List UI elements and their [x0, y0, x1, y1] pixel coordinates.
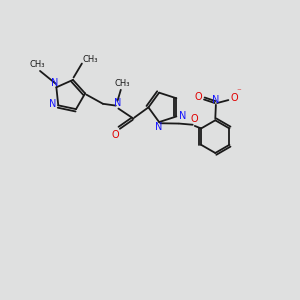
- Text: O: O: [230, 93, 238, 103]
- Text: N: N: [212, 95, 220, 105]
- Text: O: O: [190, 114, 198, 124]
- Text: N: N: [155, 122, 162, 132]
- Text: ⁻: ⁻: [237, 88, 242, 97]
- Text: CH₃: CH₃: [82, 56, 98, 64]
- Text: N: N: [178, 111, 186, 121]
- Text: CH₃: CH₃: [30, 60, 45, 69]
- Text: N: N: [113, 98, 121, 108]
- Text: CH₃: CH₃: [115, 79, 130, 88]
- Text: N: N: [49, 99, 57, 109]
- Text: O: O: [112, 130, 119, 140]
- Text: N: N: [51, 78, 58, 88]
- Text: O: O: [194, 92, 202, 102]
